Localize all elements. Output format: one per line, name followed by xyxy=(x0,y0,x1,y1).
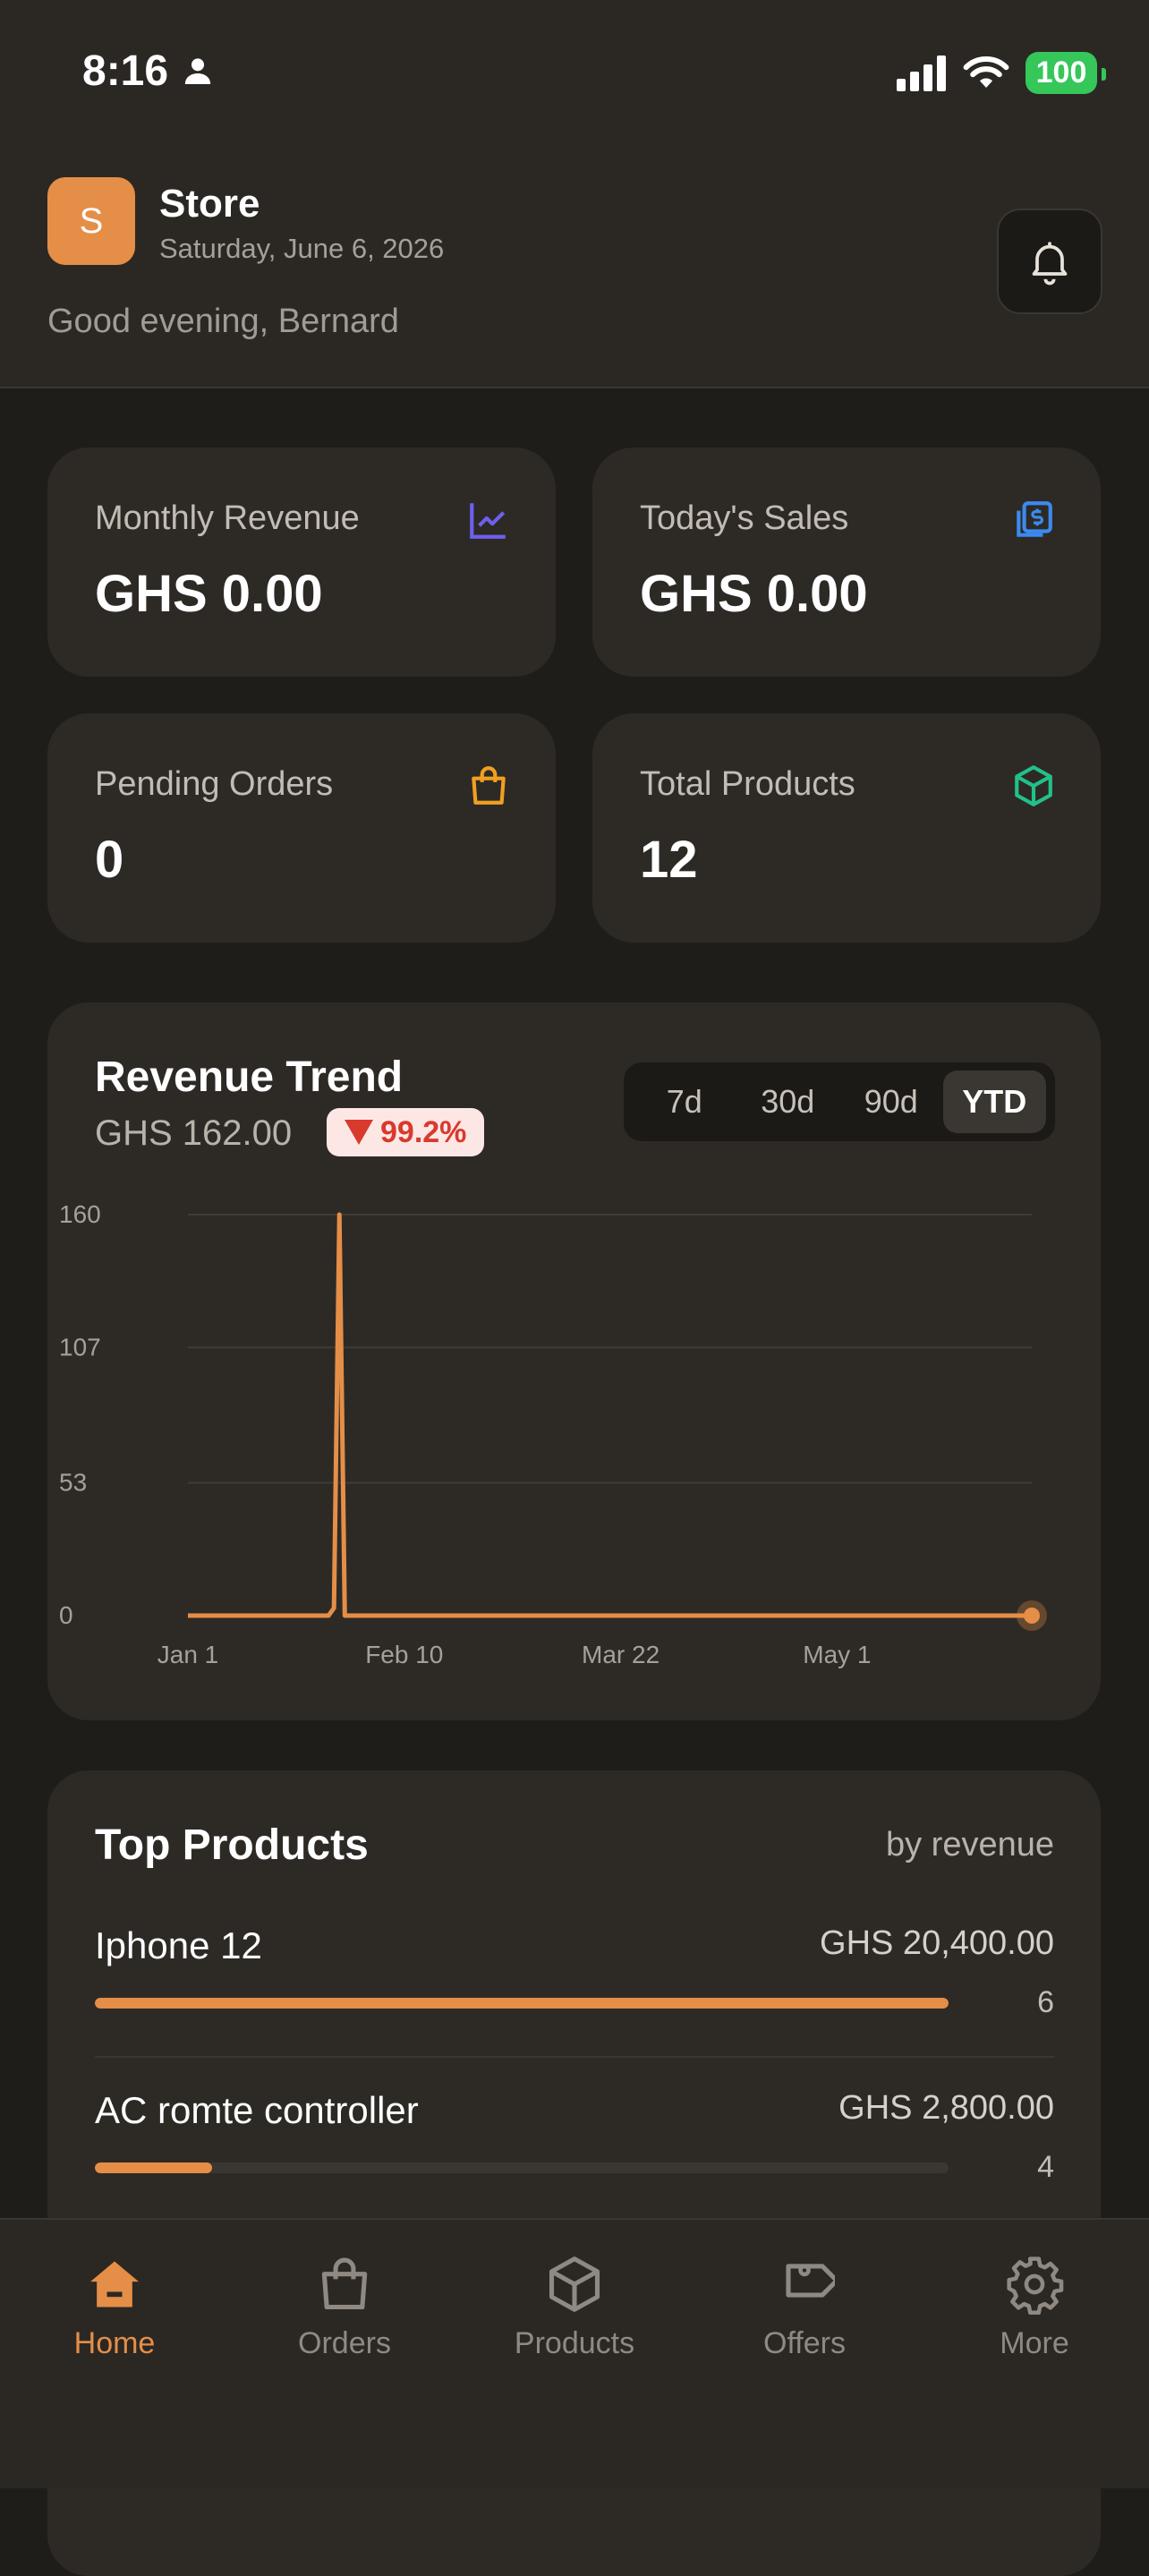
stat-value: GHS 0.00 xyxy=(95,565,323,623)
revenue-series-line xyxy=(188,1212,1032,1618)
box-icon xyxy=(549,2256,600,2312)
tab-label: Products xyxy=(514,2326,635,2360)
stat-label: Monthly Revenue xyxy=(95,499,360,537)
cash-icon xyxy=(1017,501,1052,537)
tab-more[interactable]: More xyxy=(945,2254,1124,2361)
tab-label: Home xyxy=(73,2326,156,2360)
greeting: Good evening, Bernard xyxy=(47,303,399,340)
tab-home[interactable]: Home xyxy=(25,2254,204,2361)
status-time-text: 8:16 xyxy=(82,47,169,95)
product-quantity: 4 xyxy=(1037,2150,1054,2184)
stat-card-total-products[interactable]: Total Products 12 xyxy=(592,713,1101,943)
app-header xyxy=(0,0,1149,388)
range-selector: 7d 30d 90d YTD xyxy=(624,1062,1055,1141)
chart-total: GHS 162.00 xyxy=(95,1113,293,1153)
change-value: 99.2% xyxy=(380,1114,467,1149)
range-7d[interactable]: 7d xyxy=(666,1083,702,1120)
tab-label: More xyxy=(1000,2326,1069,2360)
y-tick-label: 160 xyxy=(59,1200,101,1228)
person-icon xyxy=(185,58,211,84)
shopping-bag-icon xyxy=(321,2257,368,2310)
stat-card-todays-sales[interactable]: Today's Sales GHS 0.00 xyxy=(592,448,1101,677)
stat-value: 12 xyxy=(640,831,698,889)
stat-label: Pending Orders xyxy=(95,765,334,803)
product-name: Iphone 12 xyxy=(95,1924,262,1966)
change-badge: 99.2% xyxy=(327,1108,485,1156)
tab-label: Offers xyxy=(763,2326,846,2360)
revenue-line-chart: 160 107 53 0 Jan 1 Feb 10 Mar 22 May 1 xyxy=(59,1200,1047,1668)
y-tick-label: 0 xyxy=(59,1601,73,1629)
signal-icon xyxy=(897,55,946,91)
status-indicators: 100 xyxy=(897,52,1106,94)
tab-offers[interactable]: Offers xyxy=(715,2254,894,2361)
stat-card-pending-orders[interactable]: Pending Orders 0 xyxy=(47,713,556,943)
stat-value: 0 xyxy=(95,831,124,889)
tab-label: Orders xyxy=(298,2326,391,2360)
tab-bar xyxy=(0,2218,1149,2488)
store-date: Saturday, June 6, 2026 xyxy=(159,233,445,264)
store-name: Store xyxy=(159,182,260,226)
divider xyxy=(95,2056,1054,2058)
y-tick-label: 53 xyxy=(59,1469,87,1497)
product-revenue: GHS 2,800.00 xyxy=(838,2089,1054,2127)
product-bar-fill xyxy=(95,1997,949,2009)
product-name: AC romte controller xyxy=(95,2089,419,2131)
stat-value: GHS 0.00 xyxy=(640,565,868,623)
top-products-title: Top Products xyxy=(95,1821,369,1869)
product-bar-track xyxy=(95,2162,949,2173)
last-point-marker xyxy=(1024,1608,1040,1624)
home-icon xyxy=(90,2261,139,2307)
product-row[interactable]: Iphone 12 GHS 20,400.00 6 xyxy=(95,1924,1054,2020)
stat-label: Today's Sales xyxy=(640,499,849,537)
notifications-button[interactable] xyxy=(997,209,1102,314)
product-quantity: 6 xyxy=(1037,1985,1054,2019)
tab-orders[interactable]: Orders xyxy=(255,2254,434,2361)
wifi-icon xyxy=(963,55,1009,88)
stat-label: Total Products xyxy=(640,765,855,803)
top-products-subtitle: by revenue xyxy=(885,1826,1054,1864)
range-ytd[interactable]: YTD xyxy=(942,1070,1046,1133)
range-90d[interactable]: 90d xyxy=(864,1083,918,1120)
gear-icon xyxy=(1007,2256,1064,2315)
range-30d[interactable]: 30d xyxy=(761,1083,815,1120)
x-tick-label: Mar 22 xyxy=(582,1641,660,1668)
chart-title: Revenue Trend xyxy=(95,1053,404,1101)
product-revenue: GHS 20,400.00 xyxy=(820,1924,1054,1962)
product-row[interactable]: AC romte controller GHS 2,800.00 4 xyxy=(95,2089,1054,2185)
x-tick-label: Jan 1 xyxy=(157,1641,219,1668)
stat-card-monthly-revenue[interactable]: Monthly Revenue GHS 0.00 xyxy=(47,448,556,677)
x-tick-label: May 1 xyxy=(803,1641,871,1668)
store-logo: S xyxy=(47,177,135,265)
shopping-bag-icon xyxy=(472,766,506,805)
box-icon xyxy=(1015,765,1052,806)
product-bar-track xyxy=(95,1997,949,2009)
x-tick-label: Feb 10 xyxy=(365,1641,443,1668)
status-time: 8:16 xyxy=(82,47,216,96)
store-logo-letter: S xyxy=(79,200,104,241)
y-tick-label: 107 xyxy=(59,1333,101,1361)
tag-icon xyxy=(786,2264,839,2298)
tab-products[interactable]: Products xyxy=(485,2254,664,2361)
battery-indicator: 100 xyxy=(1026,52,1106,94)
bell-icon xyxy=(1032,242,1068,286)
triangle-down-icon xyxy=(345,1120,373,1145)
trend-chart-icon xyxy=(470,503,506,539)
product-bar-fill xyxy=(95,2162,212,2173)
